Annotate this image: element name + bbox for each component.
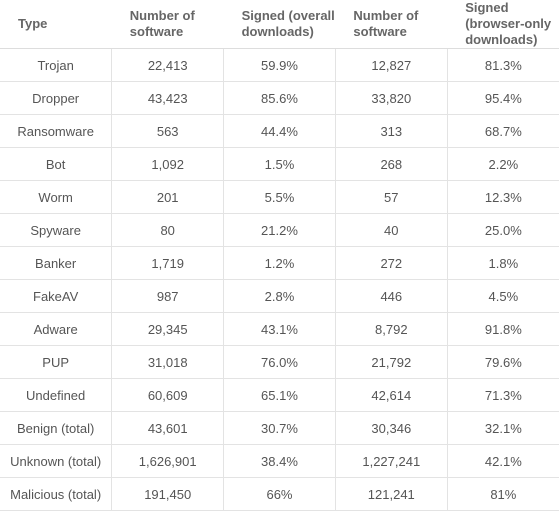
table-row: Ransomware 563 44.4% 313 68.7% xyxy=(0,114,559,148)
table-cell: 1.2% xyxy=(223,246,336,280)
table-cell: 30.7% xyxy=(223,411,336,445)
table-cell: 60,609 xyxy=(111,378,225,412)
table-cell: 2.2% xyxy=(446,147,559,181)
table-cell: 66% xyxy=(223,477,336,511)
table-row: Banker 1,719 1.2% 272 1.8% xyxy=(0,246,559,280)
table-cell: 4.5% xyxy=(446,279,559,313)
table-cell: 59.9% xyxy=(223,48,336,82)
table-cell: Spyware xyxy=(0,213,113,247)
table-row: Malicious (total) 191,450 66% 121,241 81% xyxy=(0,477,559,511)
table-cell: 91.8% xyxy=(446,312,559,346)
table-cell: 21,792 xyxy=(334,345,448,379)
table-cell: 43,423 xyxy=(111,81,225,115)
table-cell: 1.8% xyxy=(446,246,559,280)
table-cell: 44.4% xyxy=(223,114,336,148)
table-body: Trojan 22,413 59.9% 12,827 81.3% Dropper 43,42… xyxy=(0,48,559,511)
table-row: Undefined 60,609 65.1% 42,614 71.3% xyxy=(0,378,559,412)
table-cell: 43.1% xyxy=(223,312,336,346)
table-cell: 95.4% xyxy=(446,81,559,115)
table-row: Trojan 22,413 59.9% 12,827 81.3% xyxy=(0,48,559,82)
table-cell: 1,092 xyxy=(111,147,225,181)
table-cell: 30,346 xyxy=(334,411,448,445)
table-cell: 12.3% xyxy=(446,180,559,214)
header-cell: Signed (browser-only downloads) xyxy=(447,0,559,49)
table-row: FakeAV 987 2.8% 446 4.5% xyxy=(0,279,559,313)
header-cell: Type xyxy=(0,0,112,49)
table-cell: 563 xyxy=(111,114,225,148)
table-cell: 1,626,901 xyxy=(111,444,225,478)
table-row: Dropper 43,423 85.6% 33,820 95.4% xyxy=(0,81,559,115)
header-row: Type Number of software Signed (overall do… xyxy=(0,0,559,49)
table-cell: 81% xyxy=(446,477,559,511)
table-row: Unknown (total) 1,626,901 38.4% 1,227,241 42… xyxy=(0,444,559,478)
table-cell: Unknown (total) xyxy=(0,444,113,478)
table-cell: 68.7% xyxy=(446,114,559,148)
table-cell: 1.5% xyxy=(223,147,336,181)
table-cell: 31,018 xyxy=(111,345,225,379)
table-cell: 42.1% xyxy=(446,444,559,478)
table-cell: 40 xyxy=(334,213,448,247)
table-cell: 1,227,241 xyxy=(334,444,448,478)
table-cell: FakeAV xyxy=(0,279,113,313)
header-cell: Number of software xyxy=(335,0,448,49)
table-cell: 79.6% xyxy=(446,345,559,379)
table-cell: 81.3% xyxy=(446,48,559,82)
table-cell: 191,450 xyxy=(111,477,225,511)
table-cell: 201 xyxy=(111,180,225,214)
table-cell: 85.6% xyxy=(223,81,336,115)
table-cell: Dropper xyxy=(0,81,113,115)
table-cell: Malicious (total) xyxy=(0,477,113,511)
table-cell: 43,601 xyxy=(111,411,225,445)
table-cell: 2.8% xyxy=(223,279,336,313)
table-cell: 29,345 xyxy=(111,312,225,346)
table-cell: 272 xyxy=(334,246,448,280)
table-cell: Trojan xyxy=(0,48,113,82)
table-cell: 313 xyxy=(334,114,448,148)
table-cell: 5.5% xyxy=(223,180,336,214)
header-cell: Number of software xyxy=(111,0,224,49)
table-row: Benign (total) 43,601 30.7% 30,346 32.1% xyxy=(0,411,559,445)
table-cell: 12,827 xyxy=(334,48,448,82)
table-cell: Banker xyxy=(0,246,113,280)
table-cell: Adware xyxy=(0,312,113,346)
table-cell: 121,241 xyxy=(334,477,448,511)
table-cell: PUP xyxy=(0,345,113,379)
header-cell: Signed (overall downloads) xyxy=(223,0,336,49)
table-row: Worm 201 5.5% 57 12.3% xyxy=(0,180,559,214)
table-cell: 33,820 xyxy=(334,81,448,115)
table-cell: 65.1% xyxy=(223,378,336,412)
table-cell: 25.0% xyxy=(446,213,559,247)
table-cell: Ransomware xyxy=(0,114,113,148)
table-cell: 32.1% xyxy=(446,411,559,445)
table-cell: 76.0% xyxy=(223,345,336,379)
table-cell: 8,792 xyxy=(334,312,448,346)
table-cell: 1,719 xyxy=(111,246,225,280)
table-cell: 80 xyxy=(111,213,225,247)
table-cell: Worm xyxy=(0,180,113,214)
table-cell: 987 xyxy=(111,279,225,313)
table-row: Spyware 80 21.2% 40 25.0% xyxy=(0,213,559,247)
table-cell: 42,614 xyxy=(334,378,448,412)
table-cell: Undefined xyxy=(0,378,113,412)
table-cell: 57 xyxy=(334,180,448,214)
table-cell: 268 xyxy=(334,147,448,181)
table-row: Adware 29,345 43.1% 8,792 91.8% xyxy=(0,312,559,346)
table-cell: Bot xyxy=(0,147,113,181)
table-cell: 22,413 xyxy=(111,48,225,82)
table-cell: 38.4% xyxy=(223,444,336,478)
table-cell: 21.2% xyxy=(223,213,336,247)
table-cell: 71.3% xyxy=(446,378,559,412)
table-row: Bot 1,092 1.5% 268 2.2% xyxy=(0,147,559,181)
table-row: PUP 31,018 76.0% 21,792 79.6% xyxy=(0,345,559,379)
table-cell: Benign (total) xyxy=(0,411,113,445)
table-cell: 446 xyxy=(334,279,448,313)
